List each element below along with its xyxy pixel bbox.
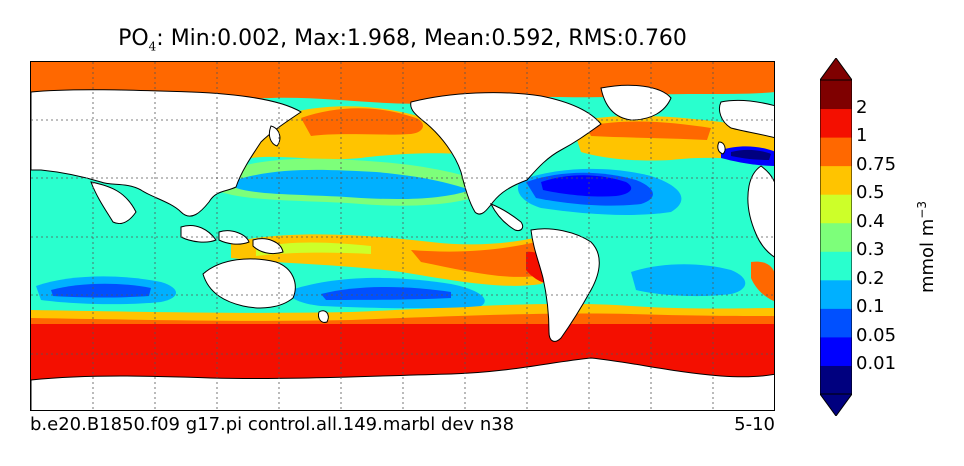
europe-landmass: [718, 99, 774, 139]
colorbar-tick-label: 0.5: [856, 182, 885, 204]
map-title: PO4: Min:0.002, Max:1.968, Mean:0.592, R…: [30, 26, 775, 53]
colorbar-frame: [820, 79, 852, 395]
unit-exponent: −3: [915, 200, 929, 219]
depth-range-label: 5-10: [734, 414, 775, 435]
title-variable: PO: [118, 26, 149, 51]
title-subscript: 4: [148, 39, 157, 54]
colorbar-tick-label: 0.2: [856, 267, 885, 289]
indonesia-island-a: [180, 225, 217, 243]
south-indian-gyre-core: [51, 283, 151, 298]
indonesia-island-b: [218, 230, 250, 245]
new-zealand-landmass: [318, 310, 329, 323]
uk-landmass: [717, 141, 726, 155]
eurasia-east-landmass: [31, 89, 302, 217]
japan-landmass: [268, 125, 281, 147]
benguela-upwelling: [751, 261, 774, 302]
unit-base: mmol m: [917, 218, 938, 294]
colorbar-tick-label: 1: [856, 125, 868, 147]
ocean-field-map: [31, 62, 774, 410]
colorbar-segment: [820, 165, 852, 195]
new-guinea-landmass: [252, 238, 284, 255]
north-pacific-gyre-blue: [236, 169, 471, 200]
north-pacific-orange: [301, 108, 423, 136]
africa-landmass: [747, 165, 774, 258]
colorbar-segment: [820, 80, 852, 110]
map-panel: [30, 61, 775, 411]
colorbar-segment: [820, 365, 852, 395]
colorbar-tick-label: 0.05: [856, 324, 897, 346]
colorbar-segment: [820, 137, 852, 167]
south-america-landmass: [530, 228, 600, 342]
south-pacific-gyre-core: [321, 287, 451, 300]
graticule: [31, 62, 774, 410]
australia-landmass: [202, 258, 296, 309]
colorbar-tick-label: 0.1: [856, 296, 885, 318]
colorbar-bottom-arrow: [820, 393, 852, 416]
colorbar-segment: [820, 308, 852, 338]
colorbar: [820, 58, 852, 416]
north-atlantic-gyre-core: [541, 175, 632, 197]
colorbar-unit-label: mmol m−3: [912, 201, 938, 293]
north-atlantic-subpolar-orange: [586, 121, 711, 140]
colorbar-segment: [820, 279, 852, 309]
south-atlantic-gyre: [631, 264, 746, 297]
mediterranean-core: [731, 149, 771, 160]
greenland-landmass: [600, 84, 672, 121]
colorbar-segment: [820, 222, 852, 252]
colorbar-segment: [820, 251, 852, 281]
colorbar-segment: [820, 194, 852, 224]
north-america-landmass: [410, 92, 602, 215]
subantarctic-orange: [31, 313, 774, 324]
equatorial-lime: [256, 242, 371, 256]
title-stats: : Min:0.002, Max:1.968, Mean:0.592, RMS:…: [156, 26, 687, 51]
colorbar-tick-label: 0.3: [856, 239, 885, 261]
colorbar-tick-label: 0.75: [856, 153, 897, 175]
colorbar-segment: [820, 336, 852, 366]
colorbar-tick-label: 0.01: [856, 353, 897, 375]
case-name-label: b.e20.B1850.f09 g17.pi control.all.149.m…: [30, 414, 515, 435]
central-america-landmass: [489, 203, 524, 231]
equatorial-pacific-orange: [411, 242, 548, 277]
colorbar-top-arrow: [820, 58, 852, 81]
colorbar-tick-label: 2: [856, 96, 868, 118]
colorbar-segment: [820, 108, 852, 138]
india-landmass: [90, 181, 137, 225]
colorbar-tick-label: 0.4: [856, 210, 885, 232]
